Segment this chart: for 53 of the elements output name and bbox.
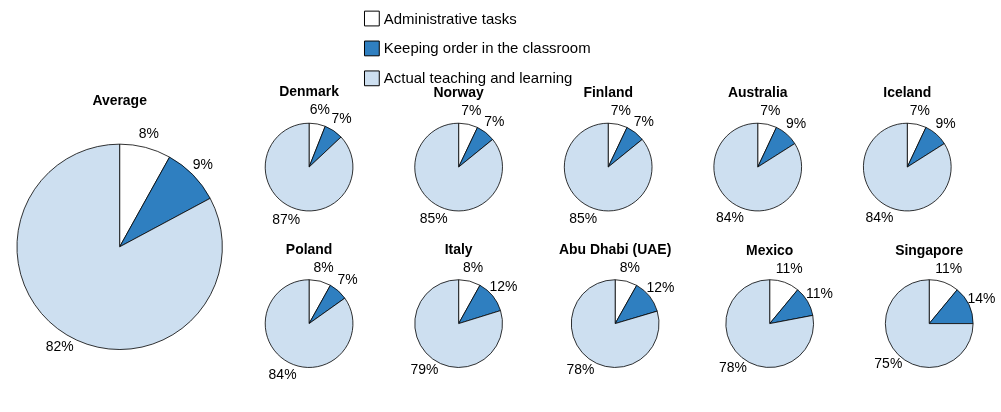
pie-slice <box>308 125 342 168</box>
data-label: 7% <box>337 271 358 288</box>
data-label: 8% <box>619 258 640 275</box>
data-label: 78% <box>718 359 747 376</box>
legend-label: Administrative tasks <box>383 9 517 27</box>
text: Average <box>92 92 148 109</box>
data-label: 7% <box>633 112 654 129</box>
data-label: 8% <box>463 258 484 275</box>
legend-label: Keeping order in the classroom <box>383 39 591 57</box>
data-label: 84% <box>715 208 744 225</box>
data-label: 78% <box>566 360 595 377</box>
data-label: 87% <box>272 211 301 228</box>
chart-title: Denmark <box>279 83 340 100</box>
data-label: 84% <box>865 208 894 225</box>
data-label: 7% <box>909 101 930 118</box>
data-label: 9% <box>785 114 807 131</box>
data-label: 6% <box>309 101 330 118</box>
pie-slice <box>607 127 643 168</box>
chart-title: Mexico <box>746 242 794 259</box>
data-label: 7% <box>461 101 482 118</box>
data-label: 14% <box>967 289 996 306</box>
data-label: 7% <box>760 101 781 118</box>
chart-title: Iceland <box>883 83 932 100</box>
data-label: 84% <box>268 365 297 382</box>
data-label: 8% <box>313 258 334 275</box>
pie-slice <box>906 126 945 168</box>
data-label: 11% <box>935 260 963 277</box>
data-label: 7% <box>610 101 631 118</box>
data-label: 75% <box>874 355 903 372</box>
data-label: 11% <box>806 285 833 302</box>
chart-title: Australia <box>727 83 788 100</box>
data-label: 11% <box>775 260 803 277</box>
data-label: 79% <box>410 361 439 378</box>
data-label: 85% <box>419 210 448 227</box>
pie-slice <box>757 126 796 168</box>
chart-title: Poland <box>285 240 333 257</box>
legend-label: Actual teaching and learning <box>383 69 573 87</box>
data-label: 12% <box>646 278 675 295</box>
data-label: 85% <box>569 210 598 227</box>
chart-title: Finland <box>583 83 633 100</box>
data-label: 82% <box>45 337 74 354</box>
data-label: 8% <box>138 124 160 141</box>
data-label: 9% <box>192 156 213 172</box>
data-label: 9% <box>935 114 956 131</box>
chart-title: Italy <box>444 240 473 257</box>
pie-slice <box>264 122 354 212</box>
data-label: 12% <box>489 278 518 295</box>
pie-slice <box>16 143 223 350</box>
data-label: 7% <box>331 110 352 127</box>
chart-title: Singapore <box>895 242 964 259</box>
data-label: 7% <box>484 112 505 129</box>
chart-title: Abu Dhabi (UAE) <box>559 240 672 257</box>
pie-slice <box>458 127 494 168</box>
